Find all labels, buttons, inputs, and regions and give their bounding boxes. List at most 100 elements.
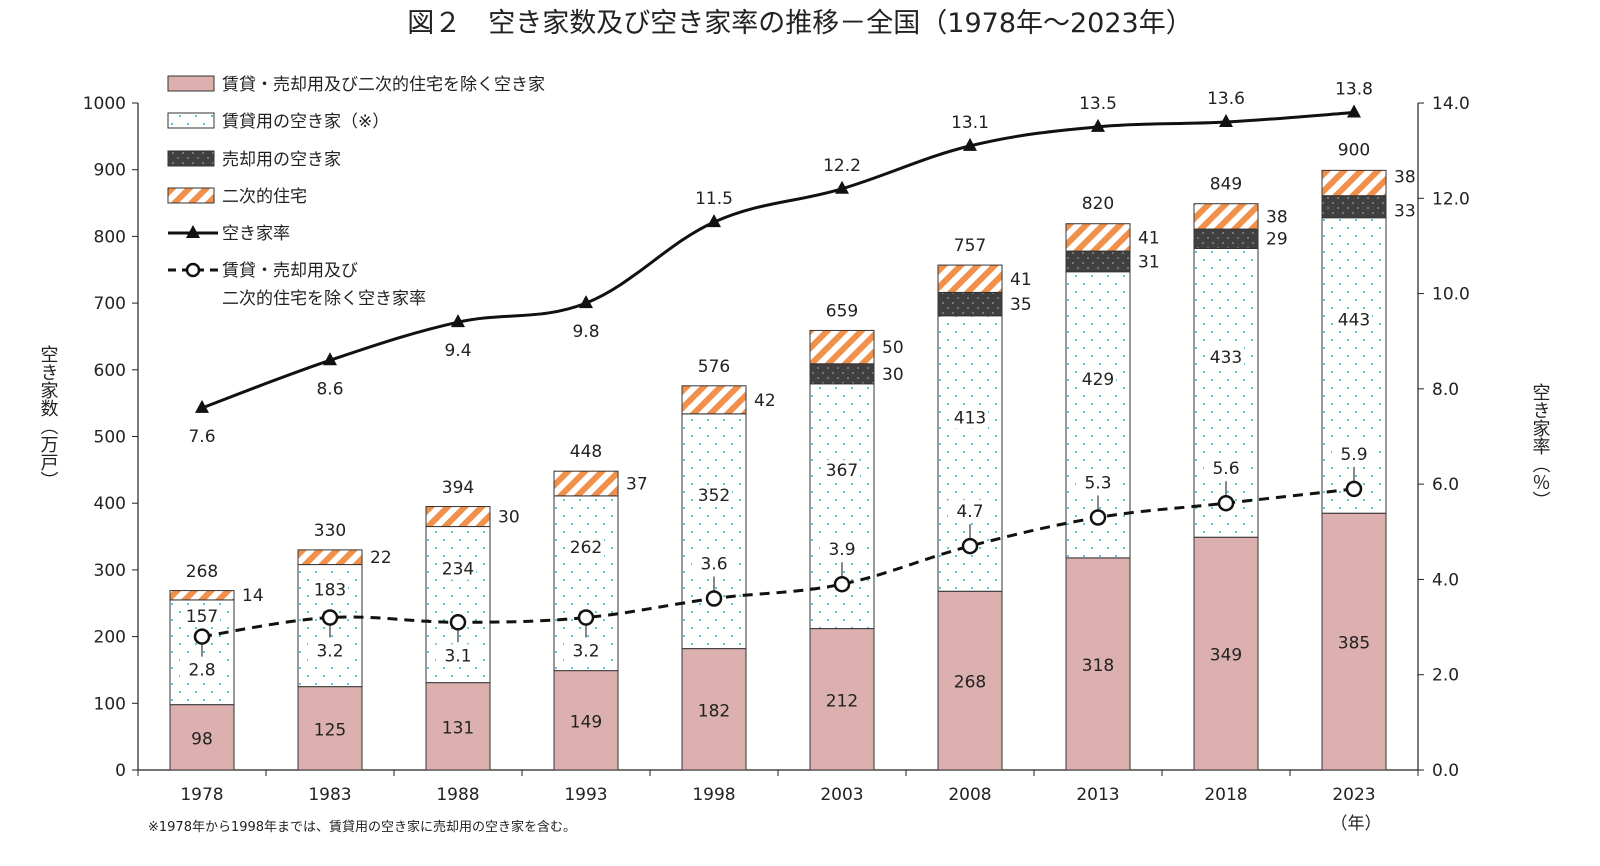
lines [193, 104, 1363, 645]
bar-label: 183 [314, 581, 346, 601]
label-bg [820, 538, 864, 561]
bar-label-bg [824, 460, 860, 482]
vacancy-rate-marker [1091, 118, 1105, 132]
other-vacancy-rate-label: 3.1 [444, 646, 471, 666]
y-right-tick-label: 0.0 [1432, 761, 1459, 781]
x-axis-unit: （年） [1331, 814, 1382, 834]
bar-label: 429 [1082, 370, 1114, 390]
bar-total-label: 330 [314, 521, 346, 541]
y-axis-right-label: 空き家率（％） [1530, 383, 1551, 509]
bar-side-label: 14 [242, 586, 264, 606]
label-bg [1332, 442, 1376, 465]
vacancy-rate-label: 13.8 [1335, 80, 1373, 100]
other-vacancy-rate-marker [961, 537, 979, 555]
bar-segment [937, 264, 1003, 293]
bar-total-label: 900 [1338, 141, 1370, 161]
y-right-tick-label: 8.0 [1432, 380, 1459, 400]
x-tick-label: 2018 [1204, 785, 1247, 805]
legend-swatch [167, 75, 215, 92]
vacancy-rate-marker [835, 180, 849, 194]
bar-segment [169, 590, 235, 601]
bar-side-label: 29 [1266, 230, 1288, 250]
bar-label-bg [1336, 309, 1372, 331]
bar-label: 349 [1210, 646, 1242, 666]
label-bg [1204, 457, 1248, 480]
bar-side-label: 41 [1138, 228, 1160, 248]
bar-total-label: 849 [1210, 175, 1242, 195]
bar-segment [809, 363, 875, 385]
other-vacancy-rate-marker [1089, 509, 1107, 526]
bar-segment [553, 670, 619, 771]
y-left-tick-label: 0 [115, 761, 126, 781]
bar-segment [297, 549, 363, 566]
bar-segment [1065, 250, 1131, 273]
label-bg [564, 639, 608, 662]
bar-total-label: 268 [186, 562, 218, 582]
x-tick-label: 1998 [692, 785, 735, 805]
bar-label-bg [952, 407, 988, 429]
bar-total-label: 448 [570, 442, 602, 462]
bar-label: 98 [191, 729, 213, 749]
vacancy-rate-label: 13.5 [1079, 94, 1117, 114]
legend-swatch [167, 112, 215, 129]
bar-segment [681, 385, 747, 415]
legend-label: 二次的住宅を除く空き家率 [222, 289, 426, 309]
bar-segment [1321, 195, 1387, 219]
bar-side-label: 37 [626, 475, 648, 495]
bar-label: 182 [698, 701, 730, 721]
x-tick-label: 1988 [436, 785, 479, 805]
bar-total-label: 659 [826, 301, 858, 321]
y-left-tick-label: 700 [94, 294, 126, 314]
bar-side-label: 42 [754, 391, 776, 411]
vacancy-rate-label: 13.6 [1207, 89, 1245, 109]
bar-total-label: 576 [698, 357, 730, 377]
bar-segment [681, 648, 747, 771]
bar-label-bg [312, 579, 348, 601]
bar-label-bg [1208, 346, 1244, 368]
y-right-tick-label: 6.0 [1432, 475, 1459, 495]
bar-segment [1065, 223, 1131, 252]
bar-label: 318 [1082, 656, 1114, 676]
bar-label: 234 [442, 560, 474, 580]
bar-side-label: 30 [498, 508, 520, 528]
y-left-tick-label: 1000 [83, 94, 126, 114]
bar-segment [297, 686, 363, 771]
vacancy-rate-marker [707, 214, 721, 228]
bar-total-label: 394 [442, 478, 474, 498]
bar-label-bg [568, 537, 604, 559]
vacancy-rate-label: 13.1 [951, 113, 989, 133]
x-tick-label: 1993 [564, 785, 607, 805]
bar-segment [1321, 512, 1387, 771]
other-vacancy-rate-marker [449, 614, 467, 631]
bar-label: 149 [570, 712, 602, 732]
data-labels: 98 157 14 268 125 183 22 330 131 234 30 394 149 262 37… [180, 80, 1416, 749]
bar-side-label: 22 [370, 548, 392, 568]
vacancy-rate-marker [579, 295, 593, 309]
other-vacancy-rate-marker [833, 575, 851, 593]
bar-side-label: 33 [1394, 202, 1416, 222]
y-right-tick-label: 10.0 [1432, 285, 1470, 305]
bar-label: 443 [1338, 310, 1370, 330]
x-tick-label: 1978 [180, 785, 223, 805]
bar-label-bg [696, 485, 732, 507]
vacancy-rate-marker [963, 137, 977, 151]
y-left-tick-label: 400 [94, 494, 126, 514]
other-vacancy-rate-label: 5.9 [1340, 445, 1367, 465]
label-bg [436, 644, 480, 667]
bar-label-bg [1080, 368, 1116, 390]
bar-label: 212 [826, 691, 858, 711]
y-left-tick-label: 600 [94, 361, 126, 381]
x-tick-label: 2008 [948, 785, 991, 805]
other-vacancy-rate-label: 3.9 [828, 540, 855, 560]
other-vacancy-rate-label: 5.6 [1212, 459, 1239, 479]
legend-label: 二次的住宅 [222, 187, 307, 207]
bar-side-label: 31 [1138, 252, 1160, 272]
bar-side-label: 35 [1010, 295, 1032, 315]
bar-segment [169, 704, 235, 771]
legend-label: 売却用の空き家 [222, 150, 341, 170]
other-vacancy-rate-label: 2.8 [188, 661, 215, 681]
y-left-tick-label: 100 [94, 694, 126, 714]
x-tick-label: 2023 [1332, 785, 1375, 805]
